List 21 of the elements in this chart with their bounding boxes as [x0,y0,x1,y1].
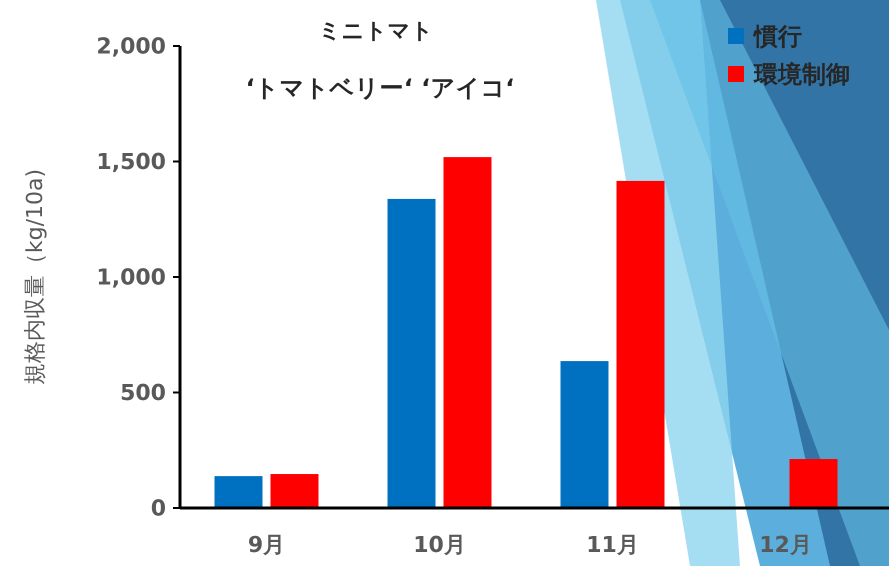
x-tick-label: 11月 [586,533,639,558]
x-tick-label: 12月 [759,533,812,558]
x-tick-label: 9月 [248,533,286,558]
legend-label: 慣行 [752,22,802,50]
bar [214,476,262,508]
y-tick-label: 2,000 [96,34,166,60]
y-tick-label: 1,000 [96,266,166,291]
y-axis-title: 規格内収量（kg/10a) [23,168,48,386]
bar [790,459,838,508]
legend-label: 環境制御 [753,60,850,88]
bar [560,361,608,508]
y-tick-label: 0 [150,496,166,522]
x-tick-label: 10月 [413,533,466,558]
y-tick-label: 1,500 [96,150,166,176]
text: ‘トマトベリー‘ ‘アイコ‘ [246,74,514,102]
bar [270,474,318,508]
chart-title: ミニトマト [318,19,434,44]
bar [444,157,492,508]
y-tick-label: 500 [120,381,166,406]
bar [388,198,436,508]
bar [616,180,664,508]
